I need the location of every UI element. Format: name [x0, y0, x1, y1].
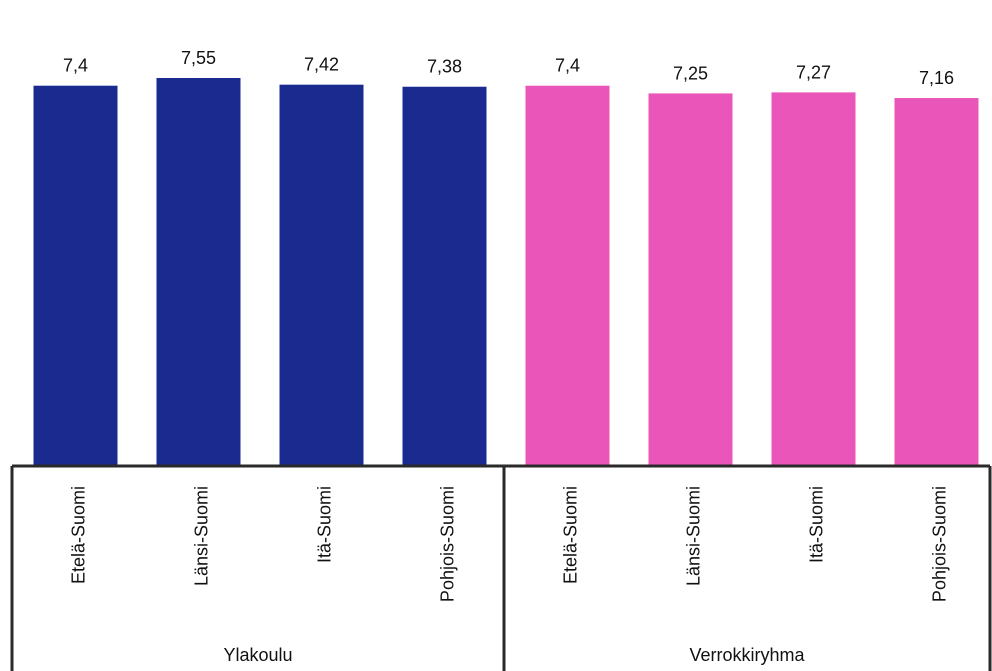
category-axis	[10, 464, 992, 671]
group-labels-layer: Ylakoulu Verrokkiryhma	[223, 645, 805, 665]
bar-verrokkiryhma-1	[525, 85, 610, 466]
bar-ylakoulu-2	[156, 78, 241, 466]
category-label: Itä-Suomi	[314, 486, 334, 563]
value-labels-layer: 7,4 7,55 7,42 7,38 7,4 7,25 7,27 7,16	[63, 48, 954, 88]
value-label: 7,27	[796, 62, 831, 82]
value-label: 7,25	[673, 63, 708, 83]
value-label: 7,4	[555, 56, 580, 76]
bar-ylakoulu-1	[33, 85, 118, 466]
bar-verrokkiryhma-2	[648, 93, 733, 466]
value-label: 7,42	[304, 55, 339, 75]
group-label: Ylakoulu	[223, 645, 292, 665]
bar-verrokkiryhma-3	[771, 92, 856, 466]
bar-ylakoulu-4	[402, 86, 487, 467]
category-label: Itä-Suomi	[806, 486, 826, 563]
category-label: Pohjois-Suomi	[929, 486, 949, 602]
group-label: Verrokkiryhma	[689, 645, 805, 665]
value-label: 7,16	[919, 68, 954, 88]
bars-layer	[33, 78, 979, 467]
category-label: Etelä-Suomi	[560, 486, 580, 584]
category-label: Länsi-Suomi	[191, 486, 211, 586]
category-label: Etelä-Suomi	[68, 486, 88, 584]
value-label: 7,55	[181, 48, 216, 68]
category-labels-layer: Etelä-Suomi Länsi-Suomi Itä-Suomi Pohjois-S…	[68, 486, 949, 602]
category-label: Pohjois-Suomi	[437, 486, 457, 602]
category-label: Länsi-Suomi	[683, 486, 703, 586]
value-label: 7,38	[427, 57, 462, 77]
value-label: 7,4	[63, 56, 88, 76]
bar-ylakoulu-3	[279, 84, 364, 467]
bar-verrokkiryhma-4	[894, 98, 979, 466]
